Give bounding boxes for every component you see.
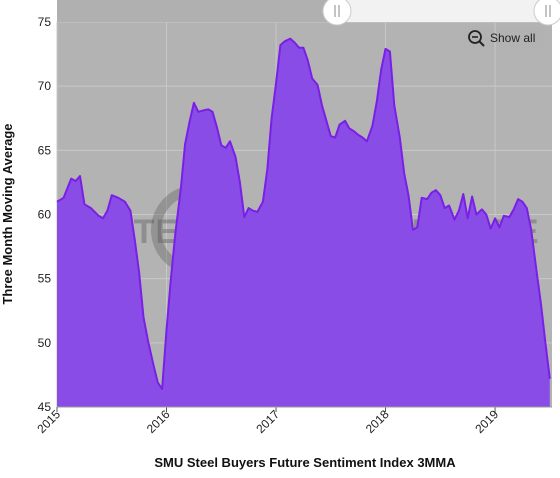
show-all-label[interactable]: Show all bbox=[490, 31, 535, 45]
navigator-handle-left[interactable] bbox=[322, 0, 352, 26]
y-tick-label: 60 bbox=[38, 208, 52, 222]
range-navigator[interactable] bbox=[57, 0, 560, 26]
x-tick-label: 2016 bbox=[144, 407, 173, 436]
x-axis-title: SMU Steel Buyers Future Sentiment Index … bbox=[154, 455, 456, 470]
x-axis-ticks: 2015 2016 2017 2018 2019 bbox=[34, 406, 552, 436]
y-tick-label: 50 bbox=[38, 336, 52, 350]
y-tick-label: 75 bbox=[38, 15, 52, 29]
y-tick-label: 70 bbox=[38, 79, 52, 93]
y-axis-title: Three Month Moving Average bbox=[0, 123, 15, 304]
series-line[interactable] bbox=[56, 37, 551, 390]
x-tick-label: 2018 bbox=[363, 407, 392, 436]
y-tick-label: 55 bbox=[38, 272, 52, 286]
y-axis-ticks: 45 50 55 60 65 70 75 bbox=[38, 15, 52, 414]
zoom-out-magnifier-icon bbox=[468, 30, 485, 47]
area-fill bbox=[57, 38, 550, 407]
show-all-button[interactable]: Show all bbox=[463, 27, 545, 49]
y-tick-label: 45 bbox=[38, 400, 52, 414]
x-tick-label: 2017 bbox=[253, 407, 282, 436]
x-tick-label: 2019 bbox=[472, 407, 501, 436]
navigator-mask-left bbox=[57, 0, 337, 22]
navigator-handle-right[interactable] bbox=[533, 0, 560, 26]
y-tick-label: 65 bbox=[38, 143, 52, 157]
area-series bbox=[56, 37, 551, 407]
